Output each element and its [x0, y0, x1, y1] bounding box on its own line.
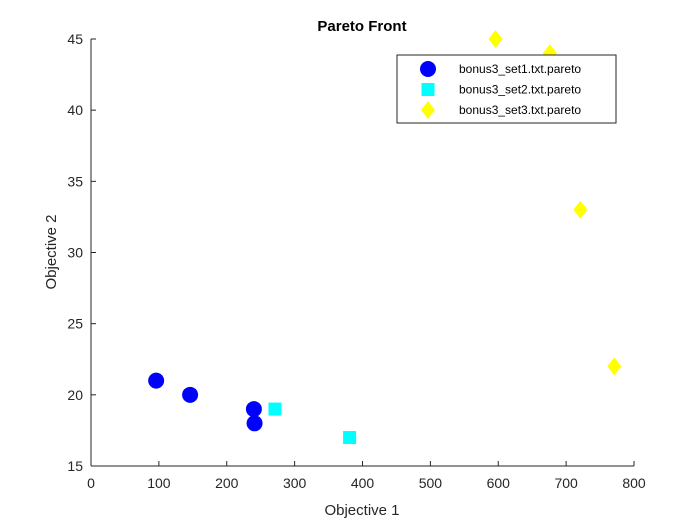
x-tick-label: 800 — [622, 475, 646, 491]
x-tick-label: 600 — [487, 475, 511, 491]
data-point-square — [268, 402, 282, 416]
y-tick-label: 30 — [67, 245, 83, 261]
y-tick-label: 40 — [67, 102, 83, 118]
x-tick-label: 400 — [351, 475, 375, 491]
y-tick-label: 45 — [67, 31, 83, 47]
legend-marker-circle — [420, 61, 436, 77]
legend-entry: bonus3_set1.txt.pareto — [459, 62, 581, 76]
x-tick-label: 500 — [419, 475, 443, 491]
data-point-diamond — [573, 200, 588, 219]
legend-entry: bonus3_set3.txt.pareto — [459, 103, 581, 117]
data-point-diamond — [488, 30, 503, 48]
data-point-square — [343, 431, 357, 445]
y-tick-label: 35 — [67, 173, 83, 189]
legend-marker-square — [421, 83, 435, 96]
x-tick-label: 0 — [87, 475, 95, 491]
x-axis-label: Objective 1 — [324, 502, 399, 519]
x-tick-label: 100 — [147, 475, 171, 491]
data-point-circle — [246, 415, 263, 432]
chart-title: Pareto Front — [317, 18, 406, 35]
legend-marker-diamond — [421, 101, 435, 119]
x-tick-label: 200 — [215, 475, 239, 491]
legend: bonus3_set1.txt.pareto bonus3_set2.txt.pa… — [396, 54, 617, 124]
y-tick-label: 20 — [67, 387, 83, 403]
x-axis: 0 100 200 300 400 500 600 700 800 — [87, 461, 646, 491]
legend-entry: bonus3_set2.txt.pareto — [459, 83, 581, 97]
x-tick-label: 700 — [554, 475, 578, 491]
data-point-circle — [245, 401, 262, 418]
data-point-circle — [148, 372, 165, 389]
data-point-circle — [182, 386, 199, 403]
x-tick-label: 300 — [283, 475, 307, 491]
y-tick-label: 15 — [67, 458, 83, 474]
y-tick-label: 25 — [67, 316, 83, 332]
y-axis: 15 20 25 30 35 40 45 — [67, 31, 96, 474]
data-points — [148, 30, 622, 445]
y-axis-label: Objective 2 — [43, 214, 60, 289]
data-point-diamond — [607, 357, 622, 376]
